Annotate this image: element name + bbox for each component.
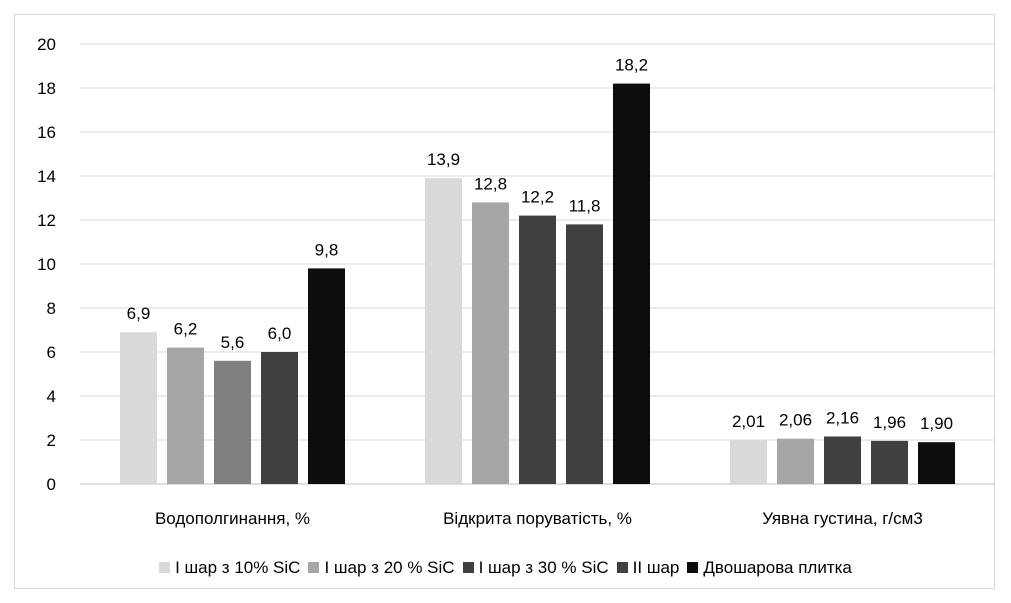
bar [871,440,908,484]
y-tick-label: 2 [47,431,56,450]
bar [120,332,157,484]
legend-item: I шар з 10% SiC [159,558,300,578]
legend-swatch [687,562,699,573]
bar [824,436,861,484]
bar [613,83,650,484]
legend-swatch [159,562,171,573]
legend-item: II шар [616,558,680,578]
legend: I шар з 10% SiC I шар з 20 % SiC I шар з 3… [0,558,1011,578]
data-label: 2,01 [732,412,765,431]
chart-frame [14,14,995,589]
data-label: 12,8 [474,174,507,193]
legend-label: Двошарова плитка [703,558,852,577]
data-label: 6,9 [127,304,151,323]
legend-item: Двошарова плитка [687,558,852,578]
y-tick-label: 18 [37,79,56,98]
legend-label: I шар з 30 % SiC [478,558,609,577]
bar [214,360,251,484]
data-label: 6,2 [174,320,198,339]
category-label: Відкрита поруватість, % [443,509,632,528]
bar [261,352,298,484]
y-tick-label: 20 [37,35,56,54]
y-tick-label: 0 [47,475,56,494]
data-label: 12,2 [521,188,554,207]
legend-label: I шар з 20 % SiC [324,558,455,577]
legend-swatch [462,562,474,573]
data-label: 1,90 [920,414,953,433]
bar [777,438,814,484]
data-label: 18,2 [615,56,648,75]
data-label: 1,96 [873,413,906,432]
data-label: 2,16 [826,408,859,427]
legend-label: II шар [632,558,680,577]
bar [167,347,204,484]
y-tick-label: 14 [37,167,56,186]
bar [519,215,556,484]
y-tick-label: 12 [37,211,56,230]
bar [425,178,462,484]
data-label: 5,6 [221,333,245,352]
y-tick-label: 6 [47,343,56,362]
bar [730,439,767,484]
legend-swatch [616,562,628,573]
y-tick-label: 8 [47,299,56,318]
data-label: 6,0 [268,324,292,343]
category-label: Водополгинання, % [155,509,310,528]
legend-item: I шар з 20 % SiC [308,558,455,578]
y-tick-label: 10 [37,255,56,274]
y-tick-label: 16 [37,123,56,142]
data-label: 2,06 [779,411,812,430]
y-tick-label: 4 [47,387,56,406]
data-label: 9,8 [315,240,339,259]
bar [472,202,509,484]
legend-label: I шар з 10% SiC [175,558,301,577]
legend-item: I шар з 30 % SiC [462,558,609,578]
bar [308,268,345,484]
data-label: 13,9 [427,150,460,169]
legend-swatch [308,562,320,573]
bar [918,442,955,484]
category-label: Уявна густина, г/см3 [762,509,923,528]
bar [566,224,603,484]
data-label: 11,8 [569,196,601,215]
